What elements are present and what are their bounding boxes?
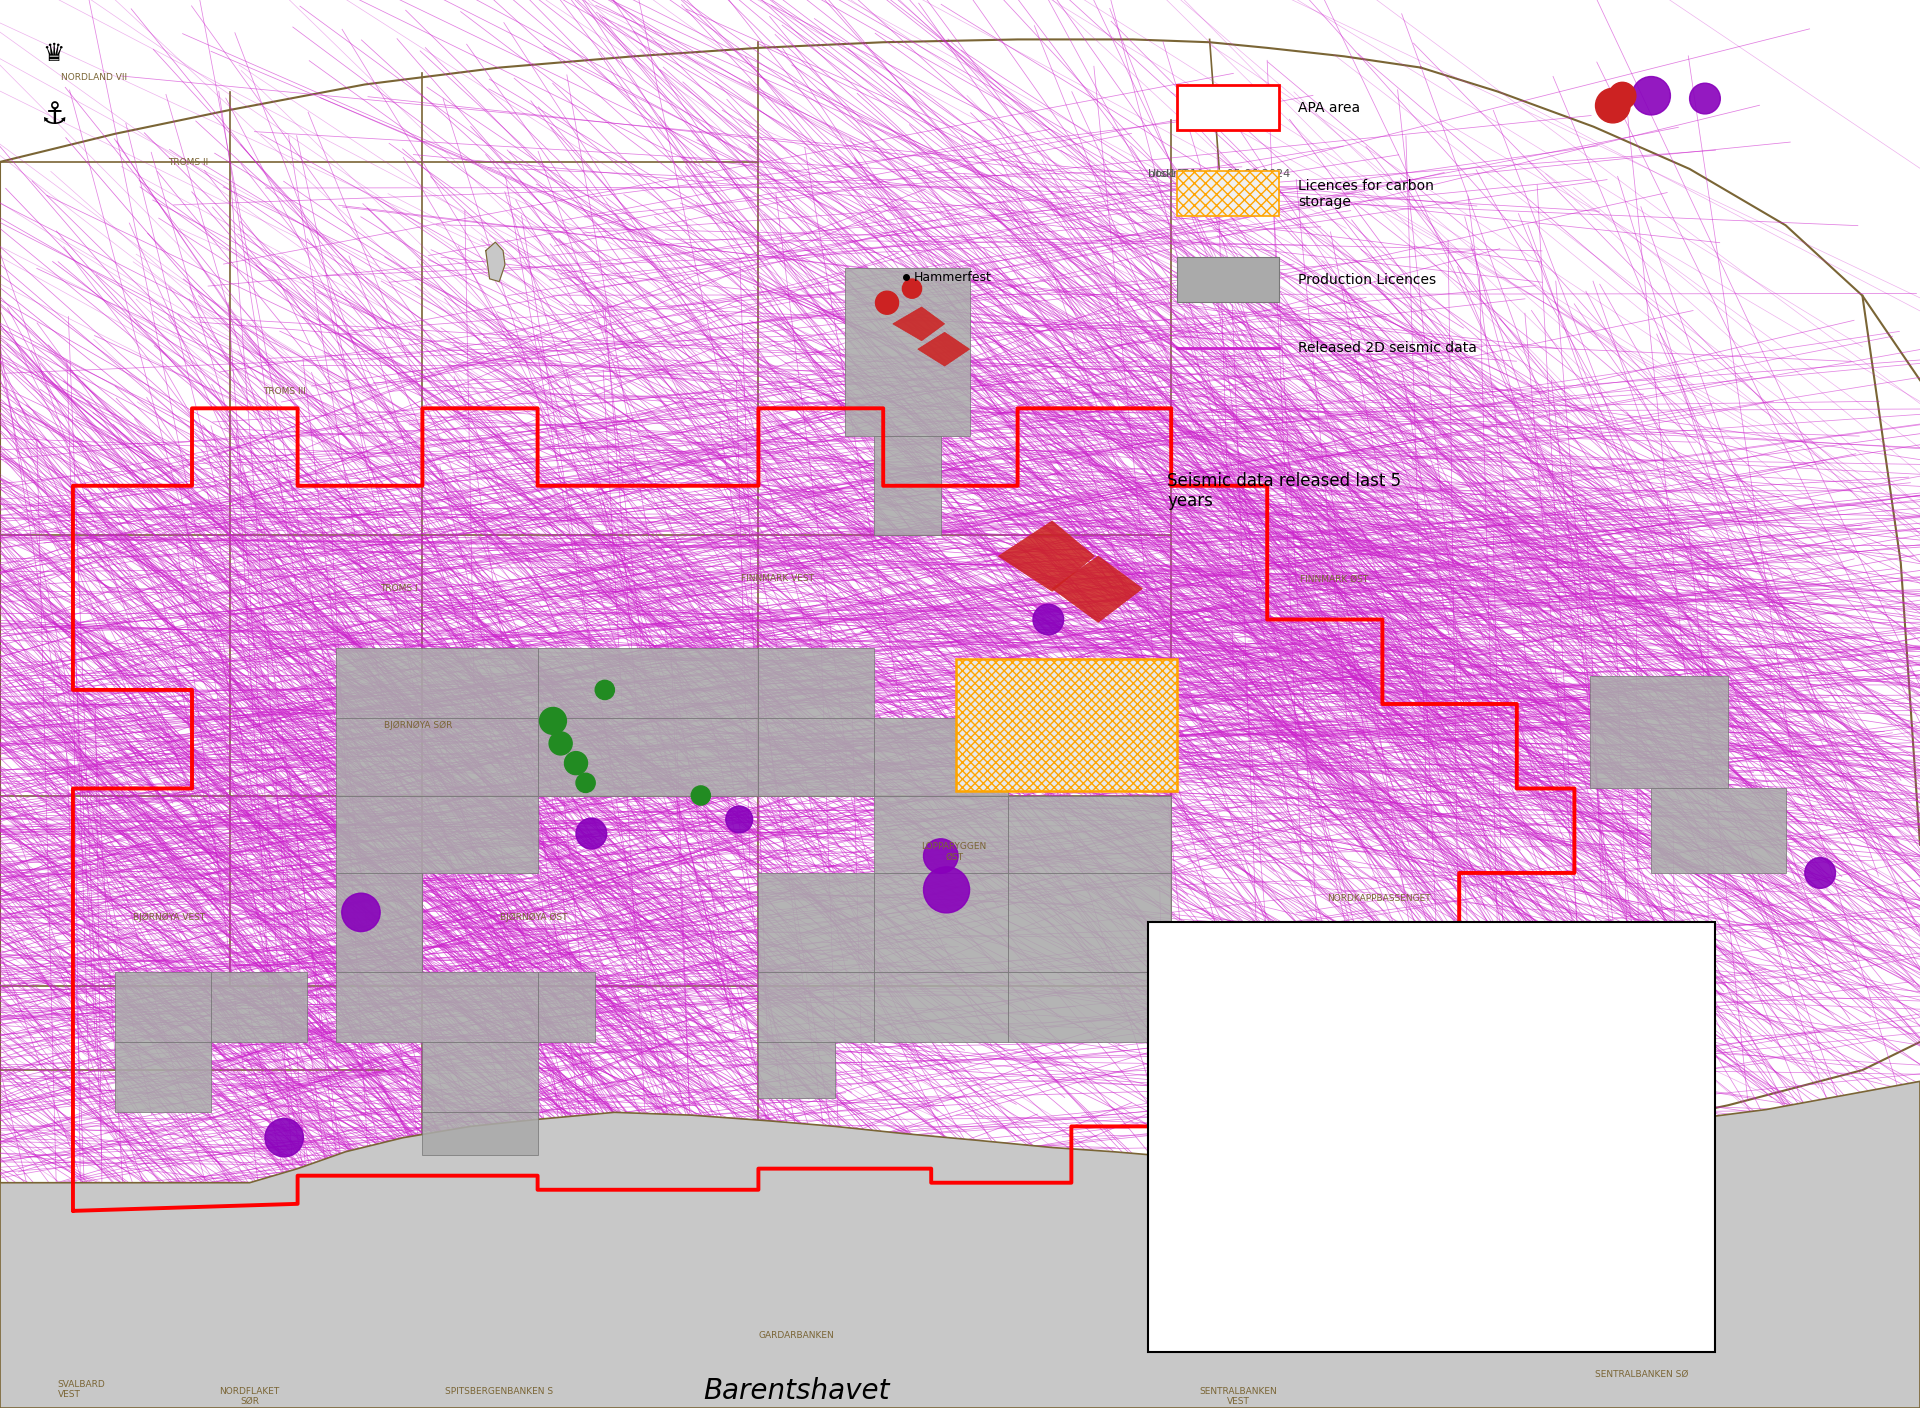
Circle shape <box>1690 83 1720 114</box>
Polygon shape <box>874 796 1008 873</box>
Text: BJØRNØYA SØR: BJØRNØYA SØR <box>384 721 453 731</box>
Polygon shape <box>1590 676 1728 788</box>
Polygon shape <box>758 718 874 796</box>
Polygon shape <box>336 718 538 796</box>
Bar <box>1177 86 1279 131</box>
Bar <box>1177 258 1279 303</box>
Circle shape <box>1609 82 1636 110</box>
Text: TROMS II: TROMS II <box>169 158 207 166</box>
Polygon shape <box>538 718 758 796</box>
Circle shape <box>265 1118 303 1157</box>
Polygon shape <box>758 873 874 972</box>
Text: Licences for carbon
storage: Licences for carbon storage <box>1298 179 1434 208</box>
Polygon shape <box>893 307 945 341</box>
Polygon shape <box>1008 873 1171 972</box>
Polygon shape <box>538 648 758 718</box>
Polygon shape <box>422 1042 538 1112</box>
Text: APA area: APA area <box>1298 101 1359 115</box>
Text: LOPPARYGGEN
ØST: LOPPARYGGEN ØST <box>922 842 987 862</box>
Circle shape <box>924 839 958 873</box>
Polygon shape <box>758 648 874 718</box>
Circle shape <box>726 805 753 834</box>
Polygon shape <box>422 1112 538 1155</box>
Text: Utskriftsdato: 05.06.2024: Utskriftsdato: 05.06.2024 <box>1148 169 1290 179</box>
Circle shape <box>342 893 380 932</box>
Polygon shape <box>998 521 1094 591</box>
Text: NORDFLAKET
SØR: NORDFLAKET SØR <box>219 1387 280 1407</box>
Polygon shape <box>336 972 538 1042</box>
Circle shape <box>576 773 595 793</box>
Circle shape <box>595 680 614 700</box>
Polygon shape <box>758 972 874 1042</box>
Text: ⚓: ⚓ <box>40 101 67 131</box>
Polygon shape <box>486 242 505 282</box>
Bar <box>956 659 1177 791</box>
Polygon shape <box>115 972 211 1042</box>
Polygon shape <box>538 972 595 1042</box>
Text: nod1631: nod1631 <box>1148 169 1198 179</box>
Polygon shape <box>1052 556 1142 622</box>
Text: Hammerfest: Hammerfest <box>914 270 993 284</box>
Circle shape <box>1632 76 1670 115</box>
Text: BJØRNØYA ØST: BJØRNØYA ØST <box>499 912 568 922</box>
Polygon shape <box>1008 972 1171 1042</box>
Text: ♛: ♛ <box>42 42 65 66</box>
Polygon shape <box>758 1042 835 1098</box>
Circle shape <box>1805 857 1836 888</box>
Polygon shape <box>336 796 538 873</box>
Polygon shape <box>874 436 941 535</box>
Polygon shape <box>211 972 307 1042</box>
Polygon shape <box>0 1081 1920 1408</box>
Polygon shape <box>845 268 970 436</box>
Text: TROMS I: TROMS I <box>380 584 419 593</box>
Text: Barentshavet: Barentshavet <box>703 1377 891 1405</box>
Circle shape <box>549 732 572 755</box>
Circle shape <box>564 752 588 774</box>
Text: FINNMARK ØST: FINNMARK ØST <box>1300 574 1369 583</box>
Text: SENTRALBANKEN SØ: SENTRALBANKEN SØ <box>1596 1370 1688 1378</box>
Text: Released 2D seismic data: Released 2D seismic data <box>1298 341 1476 355</box>
Polygon shape <box>874 718 1008 796</box>
Circle shape <box>902 279 922 298</box>
Text: NORDKAPPBASSENGET: NORDKAPPBASSENGET <box>1327 894 1430 903</box>
Circle shape <box>1596 89 1630 122</box>
Text: SVALBARD
VEST: SVALBARD VEST <box>58 1380 106 1400</box>
Text: TROMS III: TROMS III <box>263 387 305 396</box>
Polygon shape <box>874 972 1008 1042</box>
Text: SPITSBERGENBANKEN S: SPITSBERGENBANKEN S <box>445 1387 553 1395</box>
Polygon shape <box>1008 796 1171 873</box>
Text: SENTRALBANKEN
VEST: SENTRALBANKEN VEST <box>1200 1387 1277 1407</box>
Text: FINNMARK VEST: FINNMARK VEST <box>741 574 814 583</box>
Text: GARDARBANKEN: GARDARBANKEN <box>758 1331 835 1339</box>
Text: Production Licences: Production Licences <box>1298 273 1436 287</box>
Circle shape <box>540 707 566 735</box>
Polygon shape <box>918 332 970 366</box>
Polygon shape <box>874 873 1008 972</box>
Bar <box>1177 172 1279 217</box>
Circle shape <box>924 867 970 912</box>
Circle shape <box>1033 604 1064 635</box>
Polygon shape <box>336 873 422 972</box>
Polygon shape <box>336 648 538 718</box>
Circle shape <box>876 291 899 314</box>
Circle shape <box>576 818 607 849</box>
Polygon shape <box>115 1042 211 1112</box>
Circle shape <box>691 786 710 805</box>
Polygon shape <box>1651 788 1786 873</box>
Text: BJØRNØYA VEST: BJØRNØYA VEST <box>132 912 205 922</box>
Text: NORDLAND VII: NORDLAND VII <box>61 73 127 82</box>
Text: Seismic data released last 5
years: Seismic data released last 5 years <box>1167 472 1402 511</box>
